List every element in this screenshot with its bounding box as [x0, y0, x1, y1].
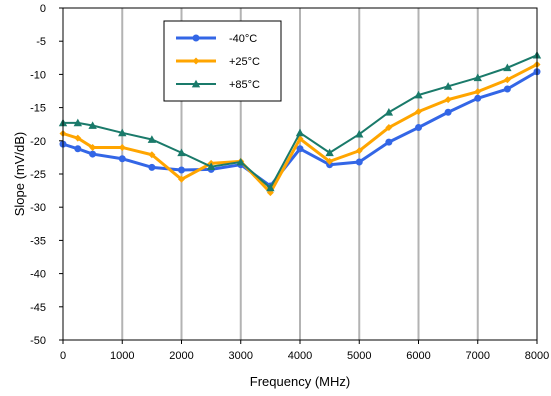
y-tick-label: -35 [30, 235, 46, 247]
data-point [236, 157, 245, 166]
data-point [473, 73, 482, 82]
series-layer [58, 50, 542, 197]
y-tick-label: 0 [40, 3, 46, 15]
legend-label: +85°C [229, 79, 260, 91]
y-tick-label: -45 [30, 302, 46, 314]
data-point [88, 121, 97, 129]
x-axis-label: Frequency (MHz) [250, 374, 350, 389]
data-point [503, 76, 511, 84]
data-point [118, 128, 127, 137]
data-point [206, 162, 216, 171]
data-point [414, 90, 423, 99]
data-point [355, 158, 363, 166]
data-point [503, 85, 511, 93]
series-line [63, 54, 538, 189]
data-point [74, 145, 82, 153]
y-tick-label: -15 [30, 103, 46, 115]
data-point [474, 94, 482, 102]
legend-label: -40°C [229, 33, 257, 45]
data-point [177, 148, 186, 157]
x-tick-label: 8000 [525, 350, 549, 362]
legend-marker [192, 34, 200, 42]
x-tick-label: 7000 [466, 350, 490, 362]
data-point [325, 148, 334, 157]
x-tick-label: 5000 [347, 350, 371, 362]
legend-entry: +85°C [176, 79, 260, 91]
x-tick-label: 1000 [110, 350, 134, 362]
data-point [148, 151, 156, 159]
data-point [384, 108, 394, 116]
x-tick-label: 6000 [406, 350, 430, 362]
data-point [118, 155, 126, 163]
data-point [178, 175, 185, 183]
data-point [266, 183, 275, 192]
data-point [295, 128, 305, 137]
y-axis-label: Slope (mV/dB) [12, 132, 27, 217]
legend: -40°C +25°C +85°C [163, 20, 282, 102]
data-point [89, 150, 97, 158]
data-point [148, 163, 156, 171]
data-point [385, 138, 393, 146]
data-point [355, 129, 364, 138]
legend-marker [192, 57, 200, 65]
data-point [385, 124, 393, 132]
x-tick-label: 0 [60, 350, 66, 362]
series-2 [59, 60, 541, 197]
y-tick-label: -50 [30, 335, 46, 347]
data-point [503, 63, 512, 72]
series-line [62, 63, 538, 195]
x-tick-label: 4000 [288, 350, 312, 362]
y-tick-label: -40 [30, 269, 46, 281]
data-point [443, 82, 453, 90]
data-point [73, 118, 83, 127]
y-tick-label: -5 [36, 36, 46, 48]
data-point [415, 124, 422, 132]
data-point [444, 108, 452, 116]
x-tick-label: 2000 [169, 350, 193, 362]
data-point [296, 145, 304, 153]
data-point [355, 147, 363, 155]
data-point [444, 96, 452, 104]
legend-items: -40°C +25°C +85°C [176, 33, 260, 91]
axis-ticks: 0 1000 2000 3000 4000 5000 6000 7000 8000 0 -5 -10 -… [30, 3, 549, 362]
data-point [89, 143, 97, 151]
legend-marker [191, 79, 201, 88]
y-tick-label: -25 [30, 169, 46, 181]
data-point [415, 108, 422, 116]
legend-label: +25°C [229, 56, 260, 68]
x-tick-label: 3000 [229, 350, 253, 362]
y-tick-label: -10 [30, 69, 46, 81]
legend-entry: -40°C [176, 33, 257, 45]
legend-entry: +25°C [176, 56, 260, 68]
y-tick-label: -20 [30, 136, 46, 148]
data-point [474, 88, 482, 96]
data-point [147, 135, 157, 143]
data-point [178, 166, 185, 174]
data-point [326, 157, 334, 165]
data-point [74, 134, 82, 142]
y-tick-label: -30 [30, 202, 46, 214]
series-3 [58, 50, 542, 192]
data-point [118, 143, 126, 151]
